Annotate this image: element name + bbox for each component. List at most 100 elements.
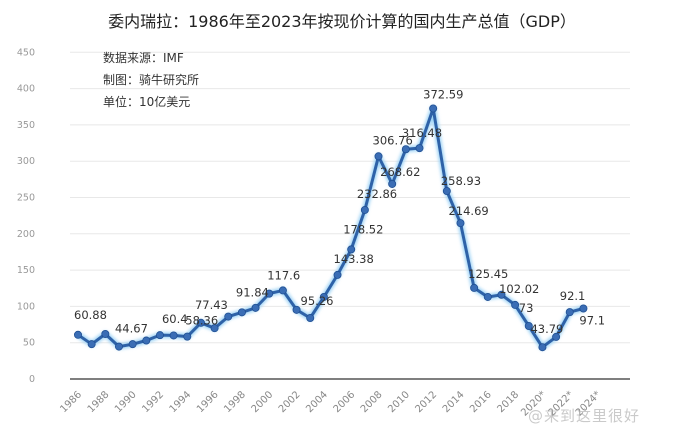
data-label: 268.62 bbox=[380, 165, 420, 179]
source-note: 数据来源：IMF bbox=[103, 51, 184, 65]
y-tick-label: 200 bbox=[17, 229, 35, 240]
data-label: 60.88 bbox=[74, 308, 107, 322]
data-label: 91.84 bbox=[236, 285, 269, 299]
data-label: 60.4 bbox=[162, 312, 188, 326]
data-label: 73 bbox=[519, 301, 534, 315]
data-label: 178.52 bbox=[343, 222, 383, 236]
data-point bbox=[497, 290, 506, 299]
data-label: 95.26 bbox=[301, 294, 334, 308]
data-point bbox=[142, 336, 151, 345]
y-tick-label: 50 bbox=[23, 338, 35, 349]
x-tick-label: 2002 bbox=[277, 389, 303, 415]
x-tick-label: 1992 bbox=[140, 389, 166, 415]
data-label: 97.1 bbox=[579, 314, 605, 328]
data-point bbox=[415, 144, 424, 153]
x-tick-label: 2010 bbox=[386, 389, 412, 415]
y-tick-label: 450 bbox=[17, 47, 35, 58]
x-tick-label: 2004 bbox=[304, 389, 330, 415]
x-tick-label: 2012 bbox=[414, 389, 440, 415]
data-point bbox=[237, 308, 246, 317]
y-tick-label: 100 bbox=[17, 301, 35, 312]
watermark: @来到这里很好 bbox=[528, 407, 641, 425]
data-point bbox=[388, 179, 397, 188]
data-point bbox=[128, 340, 137, 349]
data-point bbox=[333, 270, 342, 279]
data-point bbox=[319, 292, 328, 301]
x-tick-label: 2006 bbox=[332, 389, 358, 415]
y-tick-label: 150 bbox=[17, 265, 35, 276]
data-point bbox=[483, 292, 492, 301]
data-point bbox=[210, 324, 219, 333]
data-label: 43.79 bbox=[530, 322, 563, 336]
x-tick-label: 1988 bbox=[86, 389, 112, 415]
data-point bbox=[183, 332, 192, 341]
data-point bbox=[278, 286, 287, 295]
data-point bbox=[74, 330, 83, 339]
chart-title: 委内瑞拉：1986年至2023年按现价计算的国内生产总值（GDP） bbox=[108, 12, 576, 31]
data-point bbox=[429, 104, 438, 113]
y-tick-label: 350 bbox=[17, 120, 35, 131]
data-point bbox=[251, 303, 260, 312]
data-point bbox=[524, 322, 533, 331]
data-point bbox=[87, 340, 96, 349]
data-label: 44.67 bbox=[115, 322, 148, 336]
data-point bbox=[470, 283, 479, 292]
data-point bbox=[155, 331, 164, 340]
data-label: 117.6 bbox=[267, 269, 300, 283]
x-tick-label: 1996 bbox=[195, 389, 221, 415]
data-label: 92.1 bbox=[560, 289, 586, 303]
series-line bbox=[77, 107, 584, 349]
data-point bbox=[306, 314, 315, 323]
y-axis-ticks: 0 50 100 150 200 250 300 350 400 450 bbox=[17, 47, 35, 385]
data-point bbox=[224, 312, 233, 321]
data-label: 232.86 bbox=[357, 187, 397, 201]
data-point bbox=[374, 152, 383, 161]
data-label: 102.02 bbox=[499, 282, 539, 296]
y-tick-label: 400 bbox=[17, 84, 35, 95]
data-labels: 60.88 44.67 60.458.36 77.43 91.84 117.695.26 1… bbox=[74, 87, 605, 336]
data-point bbox=[101, 329, 110, 338]
maker-note: 制图：骑牛研究所 bbox=[103, 73, 200, 87]
data-point bbox=[360, 205, 369, 214]
data-point bbox=[292, 305, 301, 314]
y-tick-label: 0 bbox=[29, 374, 35, 385]
x-tick-label: 2016 bbox=[468, 389, 494, 415]
x-tick-label: 2018 bbox=[495, 389, 521, 415]
data-point bbox=[456, 219, 465, 228]
data-point bbox=[511, 300, 520, 309]
data-label: 77.43 bbox=[195, 298, 228, 312]
x-tick-label: 2000 bbox=[250, 389, 276, 415]
gdp-series bbox=[74, 104, 588, 352]
y-tick-label: 300 bbox=[17, 156, 35, 167]
data-point bbox=[565, 308, 574, 317]
x-tick-label: 1998 bbox=[222, 389, 248, 415]
data-point bbox=[442, 187, 451, 196]
x-tick-label: 2008 bbox=[359, 389, 385, 415]
data-label: 258.93 bbox=[441, 174, 481, 188]
x-tick-label: 1986 bbox=[58, 389, 84, 415]
series-glow bbox=[76, 105, 585, 351]
data-point bbox=[169, 331, 178, 340]
data-label: 125.45 bbox=[468, 267, 508, 281]
y-tick-label: 250 bbox=[17, 193, 35, 204]
data-point bbox=[347, 245, 356, 254]
data-point bbox=[552, 332, 561, 341]
data-point bbox=[538, 343, 547, 352]
data-point bbox=[579, 304, 588, 313]
data-label: 214.69 bbox=[448, 204, 488, 218]
x-tick-label: 1994 bbox=[168, 389, 194, 415]
data-point bbox=[265, 289, 274, 298]
x-tick-label: 2014 bbox=[441, 389, 467, 415]
data-label: 316.48 bbox=[402, 126, 442, 140]
data-point bbox=[401, 145, 410, 154]
data-label: 306.76 bbox=[373, 133, 413, 147]
x-axis-ticks: 1986 1988 1990 1992 1994 1996 1998 2000 2002 2004… bbox=[58, 389, 603, 418]
data-label: 58.36 bbox=[185, 314, 218, 328]
x-tick-label: 1990 bbox=[113, 389, 139, 415]
gridlines bbox=[70, 51, 630, 380]
unit-note: 单位：10亿美元 bbox=[103, 95, 191, 109]
data-label: 143.38 bbox=[334, 252, 374, 266]
data-point bbox=[196, 318, 205, 327]
data-label: 372.59 bbox=[423, 87, 463, 101]
